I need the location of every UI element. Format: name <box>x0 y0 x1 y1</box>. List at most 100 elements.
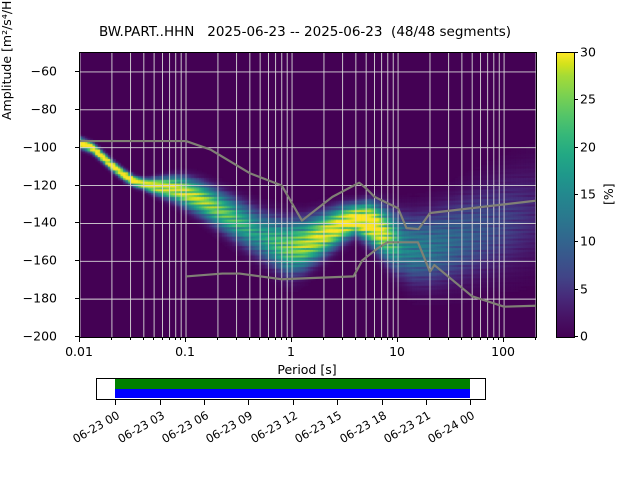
x-axis-label: Period [s] <box>277 362 337 377</box>
x-tick-mark <box>386 337 388 340</box>
x-tick-mark <box>428 337 430 340</box>
y-tick-mark <box>75 184 79 186</box>
y-tick-mark <box>75 70 79 72</box>
timeline-tick-label: 06-23 18 <box>336 408 389 446</box>
x-tick-mark <box>354 337 356 340</box>
x-tick-label: 10 <box>389 344 406 359</box>
colorbar <box>556 52 575 338</box>
x-tick-label: 1 <box>287 344 296 359</box>
timeline-tick-mark <box>204 400 206 405</box>
noise-model-nlnm <box>80 139 536 231</box>
timeline-tick-label: 06-23 09 <box>203 408 256 446</box>
timeline-tick-mark <box>470 400 472 405</box>
colorbar-tick-mark <box>574 288 578 290</box>
timeline-tick-label: 06-24 00 <box>425 408 478 446</box>
x-tick-mark <box>341 337 343 340</box>
x-tick-mark <box>365 337 367 340</box>
x-tick-mark <box>486 337 488 340</box>
y-tick-label: −200 <box>22 328 57 344</box>
timeline-tick-label: 06-23 06 <box>159 408 212 446</box>
timeline-tick-mark <box>248 400 250 405</box>
x-tick-mark <box>479 337 481 340</box>
colorbar-label: [%] <box>601 183 616 205</box>
colorbar-tick-label: 5 <box>580 281 588 297</box>
psd-density-heatmap <box>80 53 536 337</box>
x-tick-mark <box>286 337 288 340</box>
timeline-tick-label: 06-23 12 <box>248 408 300 446</box>
colorbar-tick-label: 0 <box>580 328 588 344</box>
x-tick-mark <box>447 337 449 340</box>
x-tick-mark <box>174 337 176 340</box>
x-tick-mark <box>397 337 399 342</box>
y-tick-label: −140 <box>22 214 57 230</box>
colorbar-tick-mark <box>574 146 578 148</box>
x-tick-mark <box>291 337 293 342</box>
y-tick-label: −120 <box>22 177 57 193</box>
x-tick-label: 0.1 <box>175 344 195 359</box>
colorbar-tick-label: 15 <box>580 186 596 202</box>
colorbar-tick-mark <box>574 336 578 337</box>
y-tick-mark <box>75 146 79 148</box>
coverage-timeline[interactable] <box>96 378 486 400</box>
x-tick-mark <box>110 337 112 340</box>
x-tick-mark <box>79 337 80 342</box>
colorbar-tick-label: 30 <box>580 44 596 60</box>
x-tick-mark <box>274 337 276 340</box>
y-tick-mark <box>75 108 79 110</box>
noise-model-nhnm <box>185 241 536 308</box>
colorbar-tick-mark <box>574 241 578 243</box>
timeline-tick-mark <box>292 400 294 405</box>
y-tick-label: −180 <box>22 290 57 306</box>
y-tick-mark <box>75 222 79 224</box>
x-tick-mark <box>492 337 494 340</box>
y-tick-label: −80 <box>30 101 57 117</box>
colorbar-tick-mark <box>574 52 578 53</box>
x-tick-mark <box>168 337 170 340</box>
y-tick-label: −100 <box>22 139 57 155</box>
x-tick-mark <box>498 337 500 340</box>
x-tick-mark <box>259 337 261 340</box>
timeline-tick-label: 06-23 00 <box>70 408 123 446</box>
y-tick-mark <box>75 336 79 337</box>
x-tick-mark <box>153 337 155 340</box>
x-tick-mark <box>380 337 382 340</box>
x-tick-mark <box>161 337 163 340</box>
x-tick-mark <box>373 337 375 340</box>
x-tick-mark <box>216 337 218 340</box>
y-tick-label: −60 <box>30 63 57 79</box>
x-tick-mark <box>280 337 282 340</box>
timeline-tick-mark <box>381 400 383 405</box>
x-tick-mark <box>503 337 505 342</box>
x-tick-mark <box>267 337 269 340</box>
timeline-tick-label: 06-23 21 <box>381 408 433 446</box>
x-tick-mark <box>248 337 250 340</box>
x-tick-mark <box>322 337 324 340</box>
ppsd-axes <box>79 52 537 338</box>
x-tick-mark <box>129 337 131 340</box>
y-tick-mark <box>75 298 79 300</box>
x-tick-mark <box>460 337 462 340</box>
y-axis-label: Amplitude [m²/s⁴/Hz] [dB] <box>0 0 14 120</box>
x-tick-mark <box>185 337 187 342</box>
colorbar-tick-mark <box>574 99 578 101</box>
colorbar-tick-label: 25 <box>580 91 596 107</box>
timeline-psd-segment[interactable] <box>115 379 470 389</box>
y-tick-mark <box>75 260 79 262</box>
timeline-tick-mark <box>115 400 117 405</box>
x-tick-label: 0.01 <box>65 344 93 359</box>
x-tick-mark <box>142 337 144 340</box>
colorbar-tick-label: 10 <box>580 233 596 249</box>
x-tick-mark <box>471 337 473 340</box>
x-tick-mark <box>180 337 182 340</box>
timeline-tick-mark <box>159 400 161 405</box>
timeline-tick-label: 06-23 15 <box>292 408 345 446</box>
x-tick-mark <box>235 337 237 340</box>
grid-lines <box>80 53 536 337</box>
x-tick-label: 100 <box>491 344 516 359</box>
timeline-data-segment[interactable] <box>115 388 470 398</box>
timeline-tick-label: 06-23 03 <box>114 408 167 446</box>
x-tick-mark <box>392 337 394 340</box>
x-tick-mark <box>535 337 536 340</box>
y-tick-label: −160 <box>22 252 57 268</box>
colorbar-tick-label: 20 <box>580 139 596 155</box>
